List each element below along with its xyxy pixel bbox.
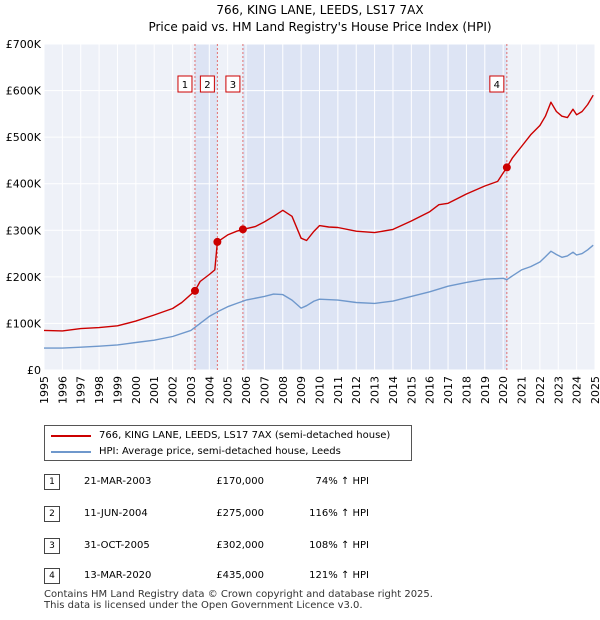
price-chart: 766, KING LANE, LEEDS, LS17 7AX Price pa… bbox=[6, 3, 600, 404]
sale-marker-box: 2 bbox=[199, 75, 215, 93]
series-line-hpi bbox=[44, 244, 594, 349]
sale-date: 11-JUN-2004 bbox=[84, 508, 148, 519]
sale-marker-label: 4 bbox=[494, 80, 500, 91]
x-tick-label: 1999 bbox=[111, 376, 124, 404]
x-tick-label: 2002 bbox=[167, 376, 180, 404]
sale-marker-label: 2 bbox=[204, 80, 210, 91]
sale-number: 2 bbox=[44, 506, 60, 522]
sale-point bbox=[213, 237, 222, 246]
x-tick-label: 2019 bbox=[479, 376, 492, 404]
sale-price: £275,000 bbox=[216, 508, 264, 519]
x-tick-label: 2016 bbox=[424, 376, 437, 404]
y-axis-ticks: £0 £100K £200K £300K £400K £500K £600K £700K bbox=[6, 38, 42, 377]
sale-price: £302,000 bbox=[216, 540, 264, 551]
table-row: 2 11-JUN-2004 £275,000 116% ↑ HPI bbox=[44, 505, 444, 523]
sale-points bbox=[190, 163, 511, 295]
sale-date: 31-OCT-2005 bbox=[84, 540, 150, 551]
x-tick-label: 2010 bbox=[314, 376, 327, 404]
x-tick-label: 2012 bbox=[350, 376, 363, 404]
chart-title: 766, KING LANE, LEEDS, LS17 7AX bbox=[216, 3, 423, 17]
sale-number: 3 bbox=[44, 538, 60, 554]
x-tick-label: 2022 bbox=[534, 376, 547, 404]
sale-hpi-change: 108% ↑ HPI bbox=[309, 540, 369, 551]
chart-subtitle: Price paid vs. HM Land Registry's House … bbox=[148, 20, 491, 34]
sale-marker-frame bbox=[199, 75, 215, 93]
table-row: 1 21-MAR-2003 £170,000 74% ↑ HPI bbox=[44, 473, 444, 491]
x-tick-label: 2003 bbox=[185, 376, 198, 404]
x-tick-label: 2025 bbox=[589, 376, 600, 404]
x-tick-label: 2018 bbox=[460, 376, 473, 404]
sale-point bbox=[502, 163, 511, 172]
sale-marker-frame bbox=[225, 75, 241, 93]
x-tick-label: 2011 bbox=[332, 376, 345, 404]
y-tick-label: £300K bbox=[6, 224, 42, 237]
shaded-period bbox=[194, 44, 218, 370]
legend: 766, KING LANE, LEEDS, LS17 7AX (semi-de… bbox=[44, 425, 412, 461]
legend-line-hpi bbox=[51, 451, 91, 453]
x-tick-label: 2006 bbox=[240, 376, 253, 404]
y-tick-label: £200K bbox=[6, 271, 42, 284]
footer-line-2: This data is licensed under the Open Gov… bbox=[44, 600, 363, 611]
sale-date: 21-MAR-2003 bbox=[84, 476, 152, 487]
y-tick-label: £700K bbox=[6, 38, 42, 51]
x-tick-label: 2020 bbox=[497, 376, 510, 404]
x-tick-label: 2021 bbox=[516, 376, 529, 404]
table-row: 3 31-OCT-2005 £302,000 108% ↑ HPI bbox=[44, 537, 444, 555]
footer-attribution: Contains HM Land Registry data © Crown c… bbox=[44, 589, 584, 611]
x-tick-label: 1995 bbox=[38, 376, 51, 404]
y-tick-label: £600K bbox=[6, 85, 42, 98]
x-tick-label: 1997 bbox=[75, 376, 88, 404]
sale-point bbox=[190, 286, 199, 295]
legend-label-hpi: HPI: Average price, semi-detached house,… bbox=[99, 446, 341, 457]
legend-label-property: 766, KING LANE, LEEDS, LS17 7AX (semi-de… bbox=[99, 430, 391, 441]
x-tick-label: 2001 bbox=[148, 376, 161, 404]
x-tick-label: 2013 bbox=[369, 376, 382, 404]
sale-marker-label: 3 bbox=[230, 80, 236, 91]
sale-price: £170,000 bbox=[216, 476, 264, 487]
x-tick-label: 2008 bbox=[277, 376, 290, 404]
sale-hpi-change: 74% ↑ HPI bbox=[315, 476, 369, 487]
x-tick-label: 2015 bbox=[405, 376, 418, 404]
y-tick-label: £100K bbox=[6, 317, 42, 330]
x-tick-label: 2000 bbox=[130, 376, 143, 404]
sale-marker-label: 1 bbox=[182, 80, 188, 91]
x-tick-label: 2024 bbox=[571, 376, 584, 404]
y-tick-label: £400K bbox=[6, 178, 42, 191]
sale-price: £435,000 bbox=[216, 570, 264, 581]
sale-date: 13-MAR-2020 bbox=[84, 570, 152, 581]
x-tick-label: 2005 bbox=[222, 376, 235, 404]
x-tick-label: 1996 bbox=[56, 376, 69, 404]
sale-number: 1 bbox=[44, 474, 60, 490]
x-tick-label: 2023 bbox=[552, 376, 565, 404]
x-tick-label: 1998 bbox=[93, 376, 106, 404]
x-axis-ticks: 1995 1996 1997 1998 1999 2000 2001 2002 2003 2004… bbox=[38, 376, 600, 404]
legend-line-property bbox=[51, 435, 91, 437]
sale-number-labels: 1 2 3 4 bbox=[177, 75, 505, 93]
sale-hpi-change: 121% ↑ HPI bbox=[309, 570, 369, 581]
y-tick-label: £0 bbox=[27, 364, 41, 377]
x-tick-label: 2009 bbox=[295, 376, 308, 404]
footer-line-1: Contains HM Land Registry data © Crown c… bbox=[44, 589, 433, 600]
x-tick-label: 2017 bbox=[442, 376, 455, 404]
table-row: 4 13-MAR-2020 £435,000 121% ↑ HPI bbox=[44, 567, 444, 585]
sale-point bbox=[238, 225, 247, 234]
sale-number: 4 bbox=[44, 568, 60, 584]
sale-marker-frame bbox=[489, 75, 505, 93]
sale-marker-box: 1 bbox=[177, 75, 193, 93]
sale-marker-frame bbox=[177, 75, 193, 93]
x-tick-label: 2004 bbox=[203, 376, 216, 404]
x-tick-label: 2007 bbox=[258, 376, 271, 404]
sale-marker-box: 4 bbox=[489, 75, 505, 93]
y-tick-label: £500K bbox=[6, 131, 42, 144]
x-tick-label: 2014 bbox=[387, 376, 400, 404]
sale-marker-box: 3 bbox=[225, 75, 241, 93]
sale-hpi-change: 116% ↑ HPI bbox=[309, 508, 369, 519]
grid-lines bbox=[43, 43, 596, 371]
